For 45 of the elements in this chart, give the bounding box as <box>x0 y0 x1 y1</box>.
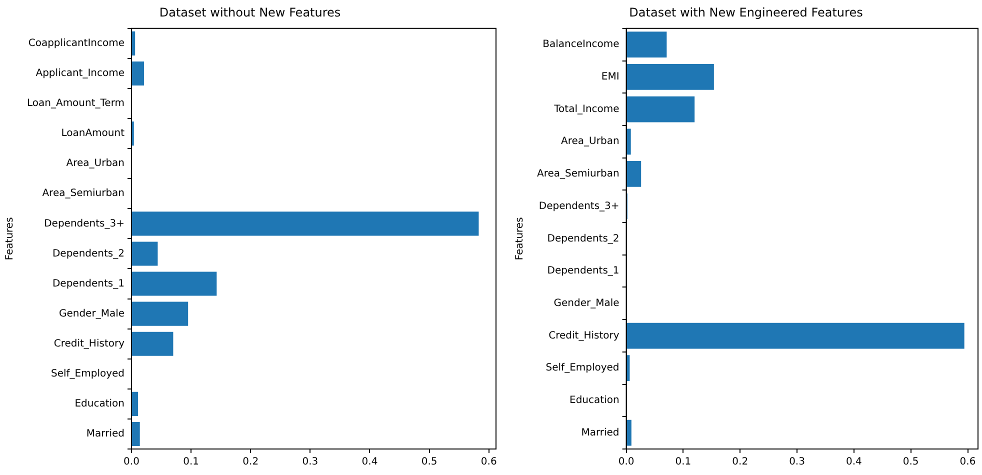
y-tick-label: Gender_Male <box>58 308 125 320</box>
x-tick-label: 0.3 <box>302 456 318 468</box>
x-tick-label: 0.3 <box>789 456 805 468</box>
y-tick-label: Education <box>74 398 125 410</box>
x-tick-label: 0.6 <box>960 456 976 468</box>
y-tick-label: Area_Semiurban <box>537 168 620 180</box>
x-tick-label: 0.5 <box>902 456 919 468</box>
y-tick-label: Total_Income <box>553 104 620 115</box>
y-tick-label: Area_Urban <box>66 158 125 170</box>
x-tick-label: 0.6 <box>480 456 497 468</box>
y-tick-label: Education <box>570 395 620 406</box>
y-tick-label: CoapplicantIncome <box>28 38 125 50</box>
y-tick-label: Loan_Amount_Term <box>27 98 125 110</box>
x-tick-label: 0.5 <box>421 456 438 468</box>
x-tick-label: 0.4 <box>362 456 378 468</box>
y-axis-title: Features <box>514 217 526 260</box>
y-tick-label: Dependents_2 <box>547 233 620 244</box>
y-tick-label: Married <box>581 427 620 438</box>
y-tick-label: LoanAmount <box>61 128 125 140</box>
y-tick-label: Dependents_1 <box>547 266 620 277</box>
x-tick-label: 0.1 <box>675 456 692 468</box>
chart-title: Dataset without New Features <box>159 5 341 20</box>
x-tick-label: 0.1 <box>183 456 200 468</box>
y-tick-label: EMI <box>601 72 620 83</box>
y-tick-label: Dependents_1 <box>52 278 125 290</box>
y-tick-label: Married <box>86 428 125 440</box>
y-axis-title: Features <box>4 217 16 260</box>
y-tick-label: Dependents_3+ <box>44 218 125 230</box>
y-tick-label: Credit_History <box>54 338 125 350</box>
y-tick-label: Dependents_3+ <box>538 200 620 212</box>
x-tick-label: 0.2 <box>732 456 748 468</box>
chart-title: Dataset with New Engineered Features <box>629 5 863 20</box>
x-tick-label: 0.4 <box>846 456 862 468</box>
x-tick-label: 0.0 <box>124 456 140 468</box>
y-tick-label: Self_Employed <box>546 362 620 374</box>
y-tick-label: BalanceIncome <box>542 39 620 50</box>
y-tick-label: Dependents_2 <box>52 248 125 260</box>
x-tick-label: 0.0 <box>618 456 634 468</box>
y-tick-label: Credit_History <box>548 330 620 342</box>
y-tick-label: Area_Semiurban <box>42 188 125 200</box>
y-tick-label: Gender_Male <box>554 298 620 309</box>
y-tick-label: Applicant_Income <box>36 68 125 80</box>
y-tick-label: Area_Urban <box>561 136 620 148</box>
y-tick-label: Self_Employed <box>50 368 125 380</box>
x-tick-label: 0.2 <box>242 456 259 468</box>
